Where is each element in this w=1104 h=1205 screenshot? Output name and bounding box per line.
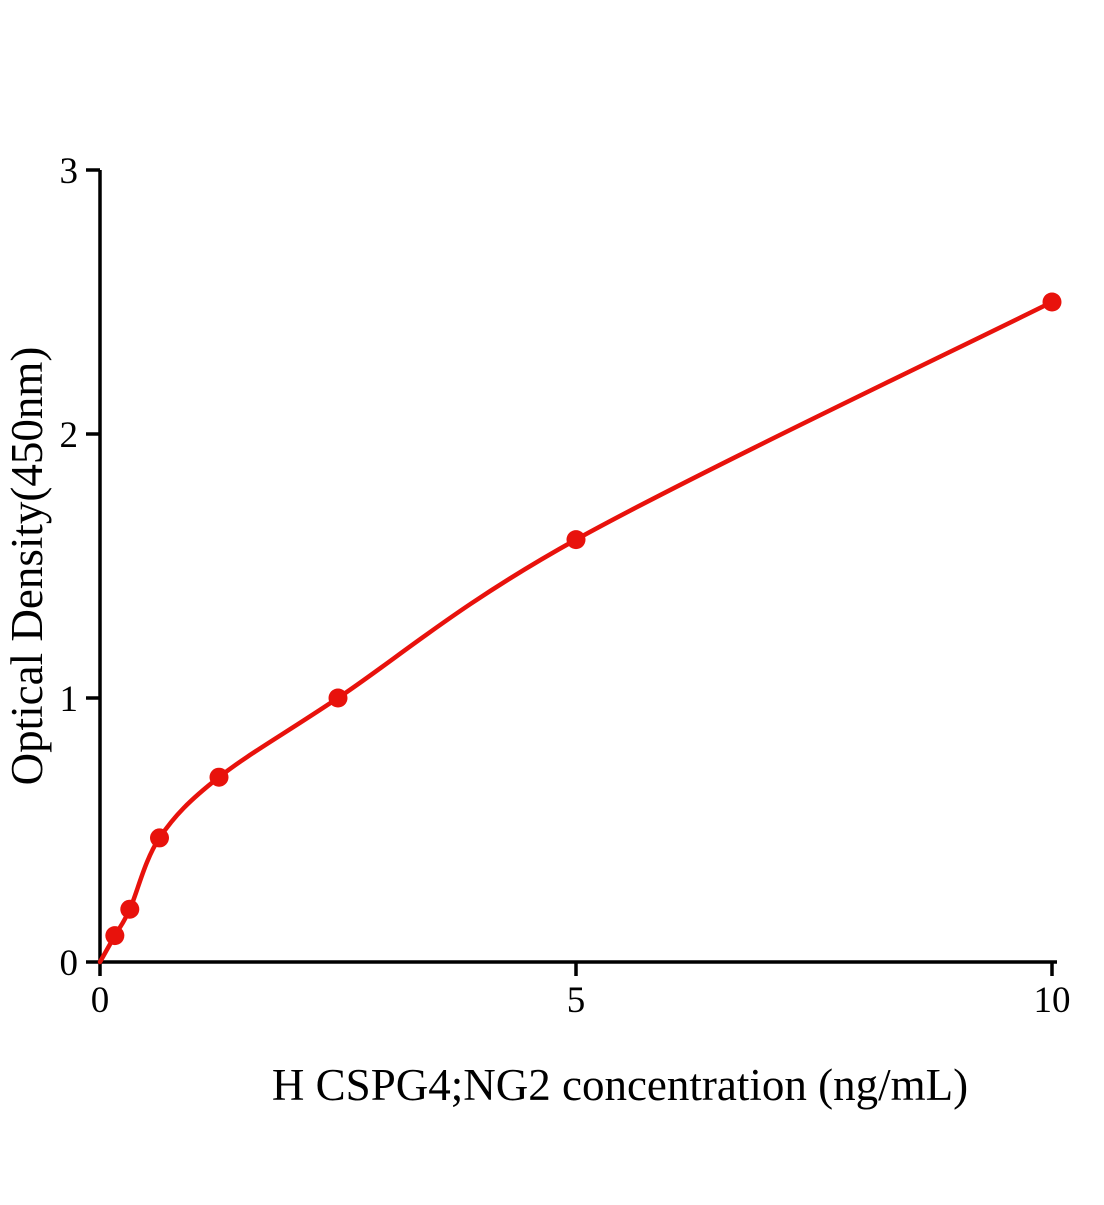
y-tick-label: 0 <box>60 943 79 984</box>
x-tick-label: 5 <box>567 980 586 1021</box>
x-tick-label: 10 <box>1034 980 1071 1021</box>
data-point <box>1042 292 1062 312</box>
x-tick-label: 0 <box>91 980 110 1021</box>
data-point <box>105 926 125 946</box>
data-point <box>120 899 140 919</box>
data-point <box>328 688 348 708</box>
data-point <box>209 767 229 787</box>
x-axis-label: H CSPG4;NG2 concentration (ng/mL) <box>272 1060 968 1110</box>
data-points <box>105 292 1062 946</box>
y-axis-label: Optical Density(450nm) <box>2 347 52 786</box>
y-tick-label: 1 <box>60 679 79 720</box>
y-tick-label: 3 <box>60 151 79 192</box>
tick-labels: 0 5 10 0 1 2 3 <box>60 151 1071 1021</box>
fit-curve <box>97 299 1055 965</box>
axes <box>86 168 1057 976</box>
y-tick-label: 2 <box>60 415 79 456</box>
data-point <box>150 828 169 848</box>
data-point <box>566 530 586 550</box>
fit-curve-path <box>97 299 1055 965</box>
